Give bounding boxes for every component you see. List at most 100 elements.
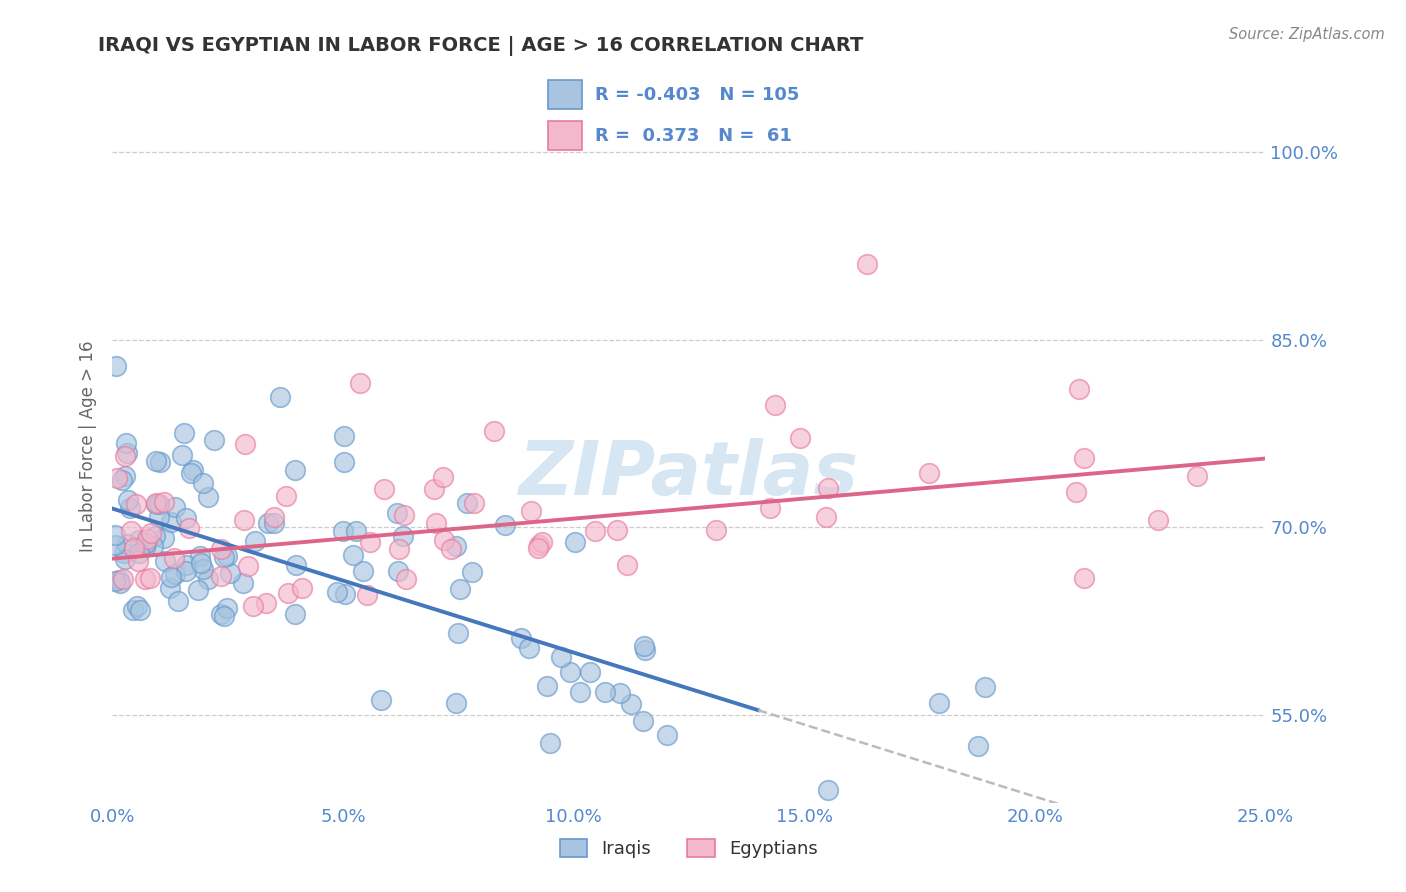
Point (388, 541, 411, 556)
Point (174, 511, 197, 525)
Point (143, 529, 166, 543)
Point (114, 469, 136, 483)
Point (550, 649, 572, 664)
Point (114, 450, 136, 464)
Point (291, 581, 314, 595)
Point (149, 455, 172, 469)
Point (425, 516, 447, 530)
Point (111, 473, 134, 487)
Point (583, 524, 606, 539)
Point (631, 714, 654, 728)
Text: R = -0.403   N = 105: R = -0.403 N = 105 (595, 86, 800, 103)
Point (392, 508, 415, 522)
Point (558, 665, 581, 680)
Point (392, 529, 415, 543)
Point (461, 565, 484, 579)
Point (134, 572, 156, 586)
Point (1073, 450, 1095, 465)
Point (174, 558, 197, 572)
Point (197, 573, 219, 587)
Point (254, 596, 277, 610)
Point (122, 541, 145, 556)
Point (974, 680, 997, 694)
Point (112, 546, 135, 560)
Point (284, 607, 307, 622)
Point (111, 573, 134, 587)
Point (789, 431, 811, 445)
Point (349, 376, 371, 391)
Point (510, 631, 533, 645)
Point (342, 548, 364, 562)
Point (125, 497, 148, 511)
Point (578, 665, 600, 680)
Point (115, 435, 138, 450)
Point (536, 680, 558, 694)
Point (197, 490, 219, 504)
Point (166, 593, 188, 607)
Point (173, 425, 195, 440)
Point (1185, 469, 1208, 483)
Point (181, 463, 204, 477)
Point (105, 471, 128, 485)
Point (243, 534, 266, 549)
Point (484, 424, 506, 438)
Point (387, 564, 409, 578)
Point (332, 455, 354, 469)
Point (257, 516, 280, 530)
Y-axis label: In Labor Force | Age > 16: In Labor Force | Age > 16 (79, 340, 97, 552)
Point (520, 504, 543, 518)
Point (110, 576, 132, 591)
Point (153, 554, 176, 568)
Point (219, 566, 242, 581)
Point (277, 585, 299, 599)
Point (159, 581, 181, 595)
Point (446, 696, 468, 710)
Point (115, 537, 138, 551)
Point (370, 693, 392, 707)
Point (190, 556, 212, 570)
Point (763, 398, 786, 412)
Point (120, 524, 142, 538)
Point (141, 539, 163, 553)
Point (134, 540, 156, 554)
Bar (548, 80, 582, 109)
Point (439, 542, 461, 557)
Point (606, 523, 628, 537)
Point (125, 599, 148, 613)
Point (616, 558, 638, 572)
Point (568, 685, 591, 699)
Point (118, 501, 141, 516)
Point (176, 564, 198, 578)
Point (815, 510, 838, 524)
Point (233, 513, 256, 527)
Point (967, 739, 990, 753)
Point (564, 535, 586, 549)
Point (122, 603, 145, 617)
Point (332, 524, 354, 538)
Point (145, 497, 167, 511)
Point (333, 429, 356, 443)
Point (263, 516, 285, 531)
Point (928, 696, 950, 710)
Point (817, 482, 839, 496)
Point (217, 601, 239, 615)
Point (817, 783, 839, 797)
Point (373, 483, 395, 497)
Point (209, 607, 232, 622)
Point (657, 728, 679, 742)
Point (531, 535, 554, 549)
Point (104, 528, 127, 542)
Point (114, 552, 136, 566)
Point (918, 466, 941, 480)
Point (593, 685, 616, 699)
Point (212, 550, 235, 565)
Bar (548, 121, 582, 150)
Point (165, 566, 187, 581)
Point (233, 437, 256, 451)
Point (170, 448, 193, 462)
Point (609, 686, 631, 700)
Point (855, 257, 877, 271)
Point (108, 573, 131, 587)
Point (633, 639, 655, 653)
Point (538, 735, 561, 749)
